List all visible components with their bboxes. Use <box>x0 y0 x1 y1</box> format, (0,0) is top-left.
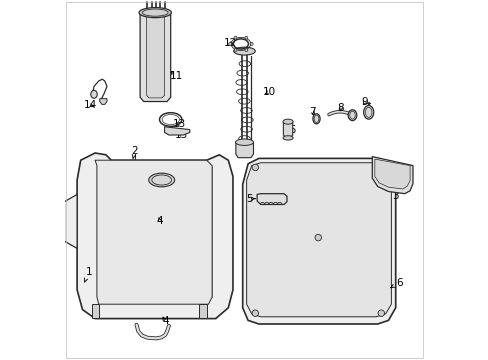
Ellipse shape <box>363 105 373 119</box>
Ellipse shape <box>250 42 253 45</box>
Polygon shape <box>257 194 286 204</box>
Text: 11: 11 <box>169 71 183 81</box>
Polygon shape <box>199 304 206 318</box>
Text: 7: 7 <box>309 107 316 117</box>
Text: 12: 12 <box>223 38 236 48</box>
Polygon shape <box>140 14 170 102</box>
Ellipse shape <box>139 8 171 18</box>
Ellipse shape <box>312 114 320 124</box>
Polygon shape <box>164 127 189 135</box>
Polygon shape <box>146 15 164 98</box>
Text: 4: 4 <box>162 316 168 326</box>
Text: 3: 3 <box>390 185 398 201</box>
Text: 13: 13 <box>173 119 186 129</box>
Ellipse shape <box>148 173 174 187</box>
Ellipse shape <box>228 42 231 45</box>
Ellipse shape <box>314 234 321 241</box>
Ellipse shape <box>283 136 292 140</box>
Ellipse shape <box>234 36 237 39</box>
Text: 8: 8 <box>337 103 344 113</box>
Text: 10: 10 <box>263 87 276 97</box>
Text: 4: 4 <box>156 216 163 226</box>
Ellipse shape <box>244 49 247 51</box>
Text: 6: 6 <box>390 278 402 288</box>
Polygon shape <box>283 122 292 138</box>
Text: 5: 5 <box>245 194 255 204</box>
Polygon shape <box>64 194 77 248</box>
Text: 9: 9 <box>361 96 367 107</box>
Ellipse shape <box>233 47 255 55</box>
Text: 15: 15 <box>175 130 188 140</box>
Polygon shape <box>242 158 395 324</box>
Ellipse shape <box>234 49 237 51</box>
Text: 2: 2 <box>131 146 138 159</box>
Polygon shape <box>371 157 412 194</box>
Polygon shape <box>77 153 232 319</box>
Polygon shape <box>246 163 390 317</box>
Polygon shape <box>95 160 212 304</box>
Polygon shape <box>374 159 409 189</box>
Ellipse shape <box>251 164 258 171</box>
Polygon shape <box>235 143 253 158</box>
Ellipse shape <box>377 310 384 316</box>
Ellipse shape <box>244 36 247 39</box>
Polygon shape <box>100 99 107 104</box>
Polygon shape <box>91 304 99 318</box>
Ellipse shape <box>235 139 253 145</box>
Ellipse shape <box>377 164 384 171</box>
Text: 1: 1 <box>84 267 92 282</box>
Ellipse shape <box>347 110 356 121</box>
Ellipse shape <box>251 310 258 316</box>
Text: 14: 14 <box>83 100 97 110</box>
Text: 16: 16 <box>284 125 297 135</box>
Ellipse shape <box>91 90 97 98</box>
Ellipse shape <box>283 119 292 124</box>
